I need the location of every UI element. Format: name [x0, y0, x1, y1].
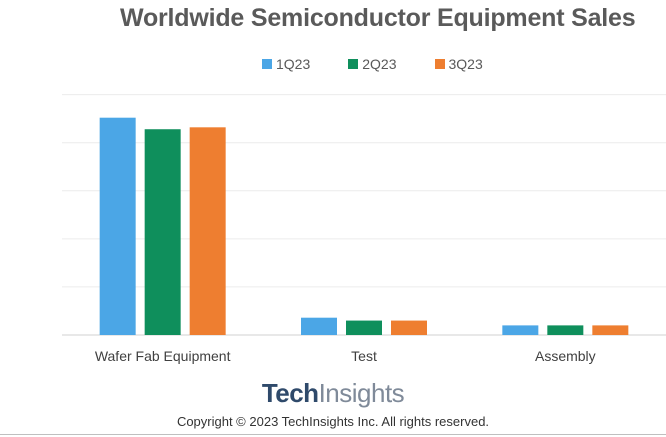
- logo-part-insights: Insights: [318, 378, 405, 408]
- bar-3q23-test: [391, 320, 427, 335]
- bar-2q23-assembly: [547, 325, 584, 335]
- x-tick-label: Test: [351, 348, 377, 364]
- legend-item-3q23: 3Q23: [434, 56, 483, 72]
- x-tick-label: Assembly: [535, 348, 596, 364]
- bar-2q23-test: [346, 320, 382, 335]
- techinsights-logo: TechInsights: [0, 378, 666, 409]
- legend-label-1q23: 1Q23: [276, 56, 311, 72]
- legend-item-1q23: 1Q23: [262, 56, 310, 72]
- legend-item-2q23: 2Q23: [348, 56, 397, 72]
- x-tick-label: Wafer Fab Equipment: [95, 348, 231, 364]
- bar-3q23-assembly: [592, 325, 629, 335]
- bar-3q23-wafer-fab-equipment: [189, 127, 226, 335]
- bar-1q23-assembly: [502, 325, 539, 335]
- chart-title: Worldwide Semiconductor Equipment Sales: [120, 4, 636, 32]
- legend-swatch-2q23: [348, 59, 359, 69]
- bottom-divider: [0, 434, 666, 435]
- bar-1q23-test: [301, 317, 337, 335]
- legend-label-2q23: 2Q23: [362, 56, 397, 72]
- logo-part-tech: Tech: [261, 378, 319, 408]
- copyright-notice: Copyright © 2023 TechInsights Inc. All r…: [176, 414, 490, 429]
- legend-swatch-1q23: [262, 59, 272, 69]
- legend-swatch-3q23: [434, 59, 445, 69]
- legend-label-3q23: 3Q23: [448, 56, 483, 72]
- chart-legend: 1Q23 2Q23 3Q23: [262, 56, 521, 72]
- bar-1q23-wafer-fab-equipment: [99, 117, 136, 335]
- bar-2q23-wafer-fab-equipment: [144, 129, 181, 335]
